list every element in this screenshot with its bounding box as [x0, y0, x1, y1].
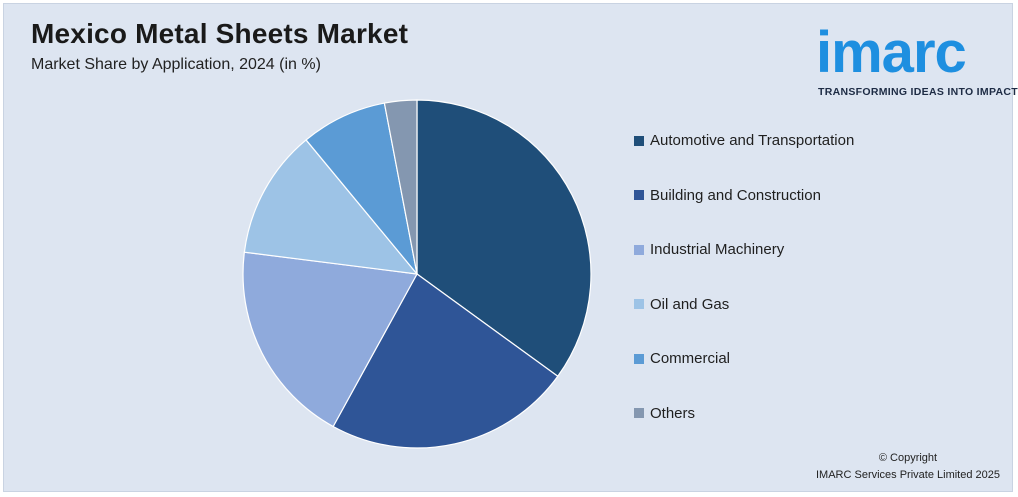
- copyright-line: © Copyright: [878, 452, 938, 464]
- copyright-company: IMARC Services Private Limited 2025: [815, 469, 1000, 481]
- legend-label: Others: [650, 404, 696, 422]
- legend-label: Building and Construction: [650, 186, 821, 204]
- legend-item: Others: [634, 405, 695, 422]
- chart-frame: Mexico Metal Sheets Market Market Share …: [3, 3, 1018, 492]
- legend-item: Automotive and Transportation: [634, 132, 854, 149]
- legend-label: Oil and Gas: [650, 295, 730, 313]
- logo-tagline: TRANSFORMING IDEAS INTO IMPACT: [818, 86, 1018, 98]
- pie-slice-automotive-and-transportation: [416, 99, 592, 378]
- legend-swatch: [634, 299, 644, 309]
- legend-swatch: [634, 408, 644, 418]
- legend-swatch: [634, 244, 644, 255]
- legend-swatch: [634, 353, 644, 364]
- logo-wordmark: imarc: [816, 20, 967, 85]
- legend-swatch: [634, 135, 644, 146]
- pie-slice-industrial-machinery: [242, 251, 418, 428]
- pie-slice-oil-and-gas: [243, 139, 419, 275]
- chart-title: Mexico Metal Sheets Market: [31, 18, 409, 49]
- legend-item: Oil and Gas: [634, 296, 729, 313]
- legend-item: Commercial: [634, 350, 730, 367]
- legend-swatch: [634, 190, 644, 200]
- pie-slice-others: [383, 99, 418, 275]
- chart-subtitle: Market Share by Application, 2024 (in %): [31, 56, 321, 73]
- pie-chart: [242, 99, 592, 449]
- legend-item: Building and Construction: [634, 187, 821, 204]
- imarc-logo: imarc TRANSFORMING IDEAS INTO IMPACT: [816, 16, 1018, 101]
- legend-label: Automotive and Transportation: [650, 132, 855, 149]
- legend-label: Commercial: [650, 350, 731, 367]
- legend-item: Industrial Machinery: [634, 241, 784, 258]
- copyright-notice: © Copyright IMARC Services Private Limit…: [816, 450, 1000, 484]
- legend-label: Industrial Machinery: [650, 241, 785, 258]
- pie-slice-building-and-construction: [332, 273, 559, 449]
